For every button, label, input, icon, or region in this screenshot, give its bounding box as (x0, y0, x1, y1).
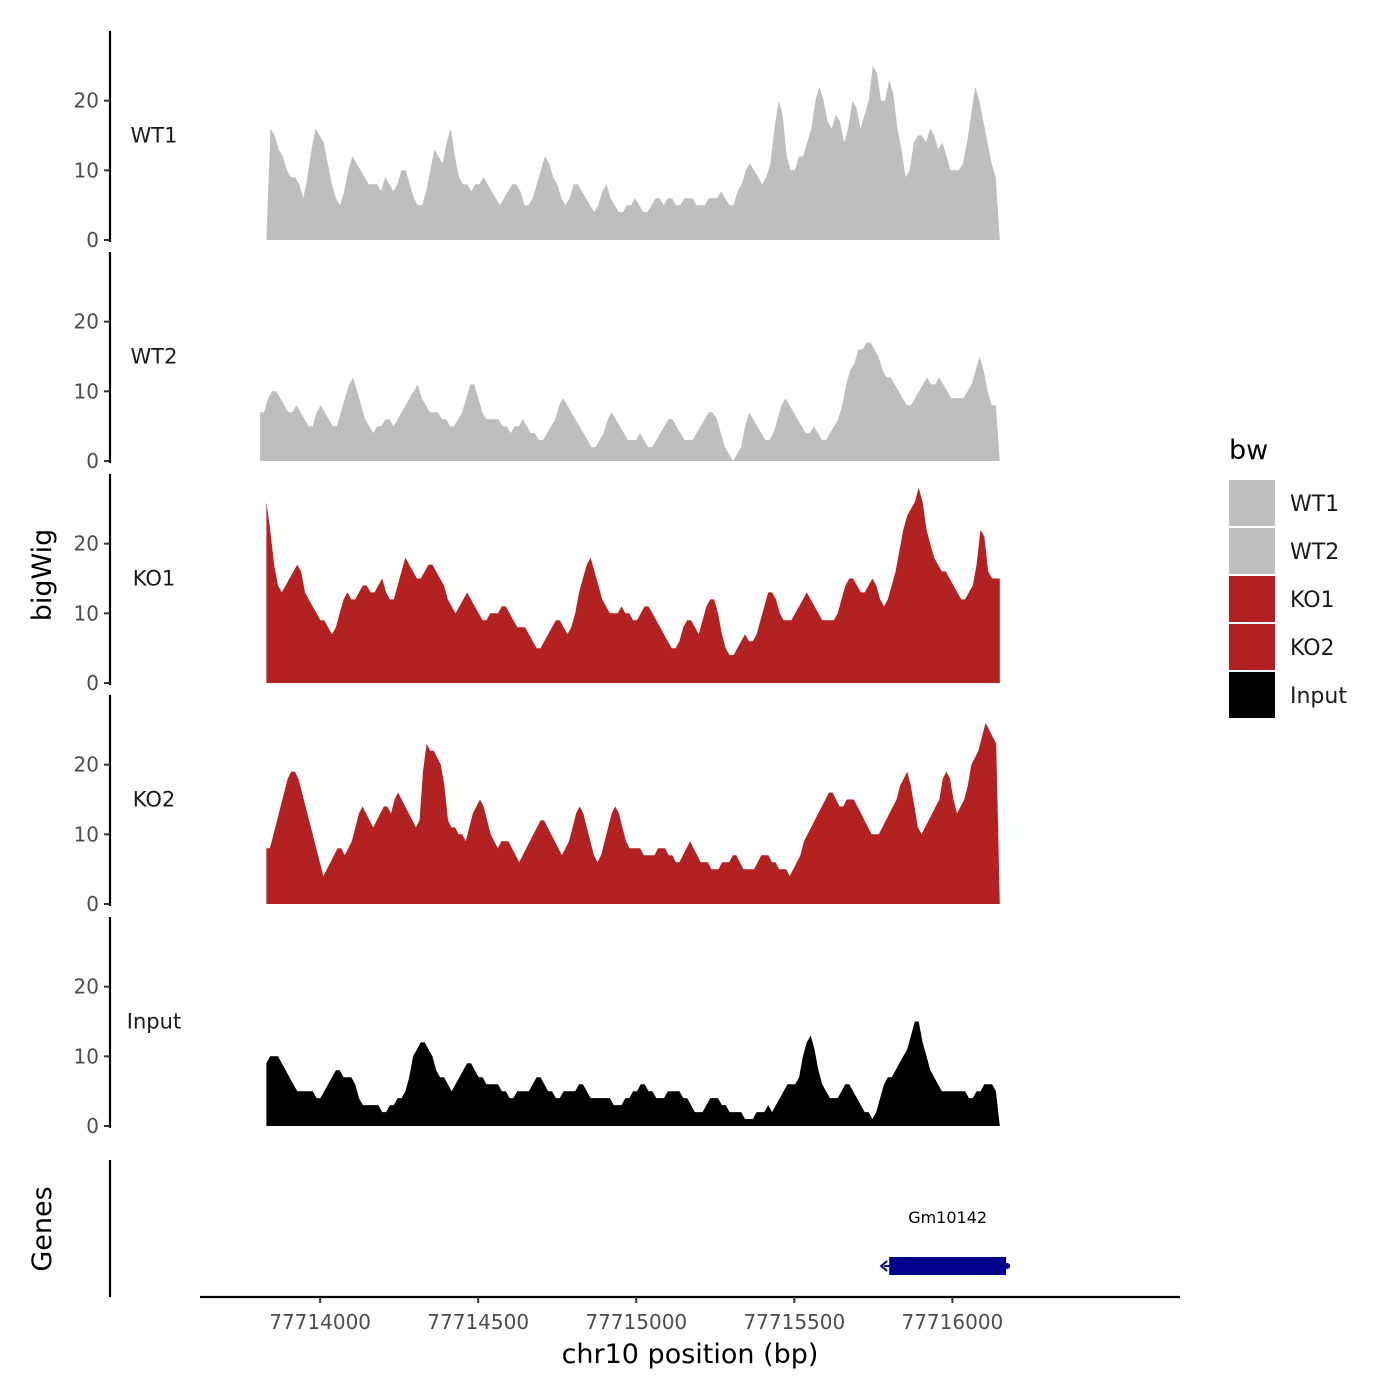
y-tick-label: 20 (74, 310, 99, 334)
legend-key-input (1229, 672, 1275, 718)
y-tick-label: 10 (74, 158, 99, 182)
track-label-wt2: WT2 (131, 345, 178, 369)
x-tick-label: 77714000 (269, 1310, 371, 1334)
track-panel-ko2: 0 10 20 KO2 (74, 695, 1000, 916)
legend-label-wt1: WT1 (1290, 492, 1339, 517)
gene-track: Gm10142 (108, 1160, 1011, 1297)
x-tick-label: 77716000 (901, 1310, 1003, 1334)
legend-label-ko1: KO1 (1290, 588, 1335, 613)
track-label-input: Input (127, 1010, 181, 1034)
y-axis-title: bigWig (27, 529, 58, 622)
legend-key-ko2 (1229, 624, 1275, 670)
y-tick-label: 10 (74, 1044, 99, 1068)
track-panel-input: 0 10 20 Input (74, 917, 1000, 1138)
gene-body (889, 1257, 1007, 1275)
y-tick-label: 0 (86, 449, 99, 473)
y-tick-label: 20 (74, 89, 99, 113)
gene-label: Gm10142 (908, 1208, 987, 1227)
x-axis-title: chr10 position (bp) (562, 1339, 819, 1370)
legend-label-wt2: WT2 (1290, 540, 1339, 565)
area-wt1 (266, 65, 1000, 240)
gene-end-cap (1004, 1263, 1011, 1269)
legend-label-input: Input (1290, 684, 1347, 709)
y-tick-label: 0 (86, 228, 99, 252)
track-panel-ko1: 0 10 20 KO1 (74, 474, 1000, 695)
area-input (266, 1021, 1000, 1126)
y-tick-label: 20 (74, 532, 99, 556)
legend-key-ko1 (1229, 576, 1275, 622)
track-label-ko2: KO2 (133, 788, 176, 812)
track-label-wt1: WT1 (131, 124, 178, 148)
x-tick-label: 77715500 (743, 1310, 845, 1334)
legend-title: bw (1229, 435, 1268, 466)
legend-key-wt2 (1229, 528, 1275, 574)
y-tick-label: 10 (74, 379, 99, 403)
y-tick-label: 20 (74, 753, 99, 777)
y-tick-label: 0 (86, 1114, 99, 1138)
x-tick-label: 77714500 (427, 1310, 529, 1334)
legend-label-ko2: KO2 (1290, 636, 1335, 661)
area-ko2 (266, 722, 1000, 904)
gene-track-title: Genes (27, 1186, 58, 1271)
x-tick-label: 77715000 (585, 1310, 687, 1334)
area-wt2 (260, 342, 1000, 461)
y-tick-label: 10 (74, 822, 99, 846)
y-tick-label: 10 (74, 601, 99, 625)
x-axis: 77714000 77714500 77715000 77715500 77716000 (200, 1295, 1180, 1334)
area-ko1 (266, 487, 1000, 683)
track-panel-wt1: 0 10 20 WT1 (74, 31, 1000, 252)
track-panel-wt2: 0 10 20 WT2 (74, 252, 1000, 473)
track-label-ko1: KO1 (133, 567, 176, 591)
legend-key-wt1 (1229, 480, 1275, 526)
track-panels: 0 10 20 WT1 0 10 20 WT2 0 10 20 KO1 0 10 20 KO2 0 10 20 Inp… (74, 31, 1000, 1138)
y-tick-label: 20 (74, 975, 99, 999)
strand-arrow (879, 1260, 888, 1272)
y-tick-label: 0 (86, 892, 99, 916)
legend: bw WT1 WT2 KO1 KO2 Input (1229, 435, 1347, 718)
y-tick-label: 0 (86, 671, 99, 695)
